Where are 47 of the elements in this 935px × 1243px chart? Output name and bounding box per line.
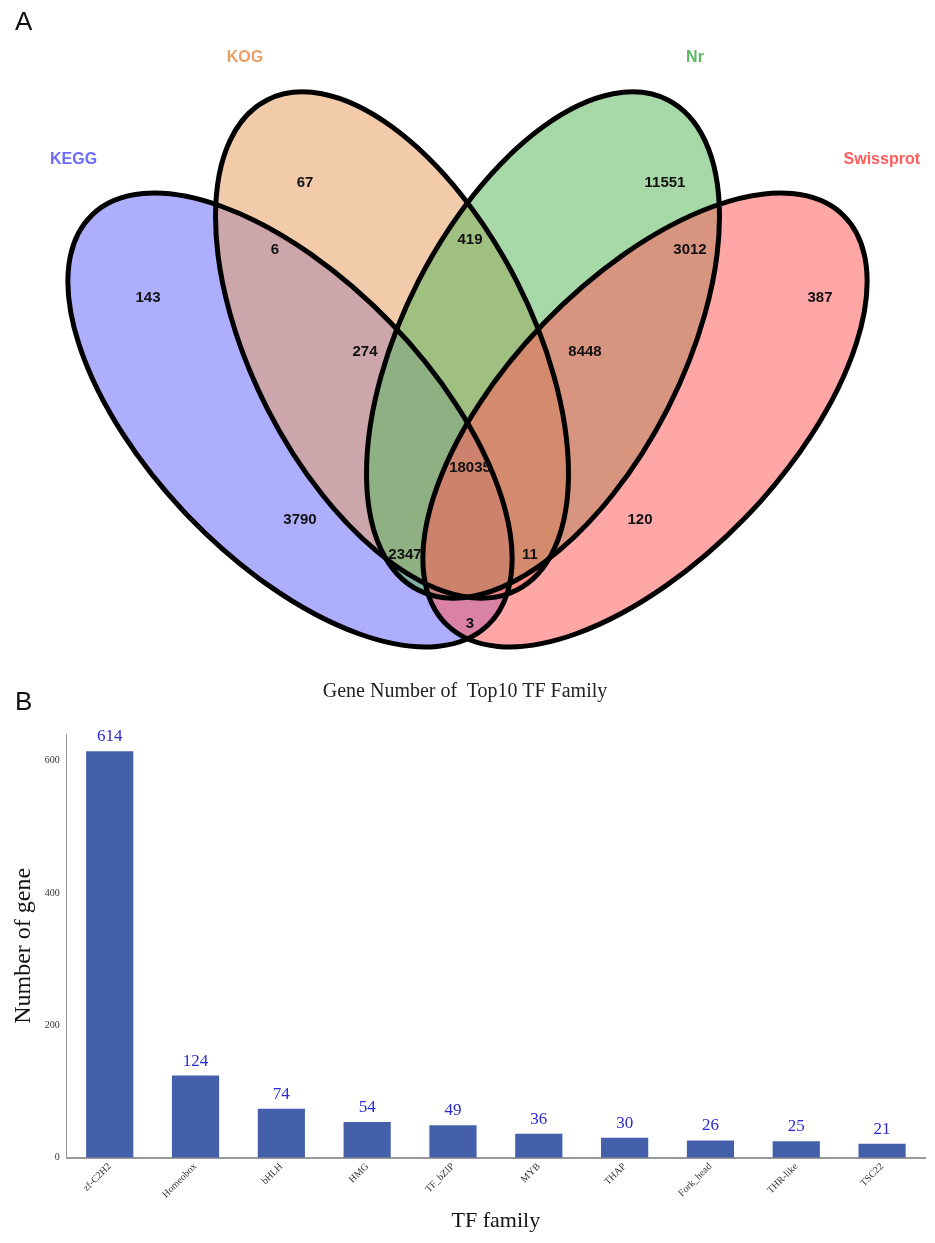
legend-label: KOG	[226, 48, 264, 66]
text: 274	[352, 342, 379, 360]
bar	[171, 1075, 220, 1158]
y-tick-label: 600	[44, 754, 60, 766]
text: 3012	[673, 240, 707, 258]
bar	[429, 1125, 477, 1158]
y-tick-label: 0	[54, 1151, 60, 1163]
bar	[772, 1141, 820, 1158]
text: B	[15, 686, 33, 717]
data-label: 614	[96, 726, 123, 746]
bar	[257, 1108, 305, 1158]
bar	[601, 1137, 649, 1158]
text: 2347	[388, 545, 422, 563]
text: 143	[135, 288, 161, 306]
y-tick-label: 400	[44, 886, 60, 898]
y-axis-title: Number of gene	[8, 867, 35, 1024]
data-label: 25	[787, 1116, 805, 1136]
data-label: 26	[701, 1115, 719, 1135]
chart-title: Gene Number of Top10 TF Family	[322, 679, 608, 703]
text: 419	[457, 230, 483, 248]
legend-label: Swissprot	[843, 150, 921, 168]
text: 67	[296, 173, 314, 191]
text: 11	[522, 545, 538, 563]
text: 11551	[644, 173, 686, 191]
data-label: 74	[272, 1083, 291, 1103]
text: 8448	[568, 342, 602, 360]
bar	[343, 1121, 391, 1158]
bar	[515, 1133, 563, 1158]
data-label: 124	[182, 1050, 209, 1070]
data-label: 54	[358, 1096, 377, 1116]
data-label: 49	[444, 1100, 462, 1120]
y-tick-label: 200	[44, 1018, 60, 1030]
data-label: 21	[873, 1118, 891, 1138]
x-axis-title: TF family	[451, 1206, 541, 1232]
bar	[86, 751, 134, 1158]
data-label: 30	[616, 1112, 634, 1132]
bar	[858, 1143, 906, 1158]
text: 3790	[283, 510, 317, 528]
text: 6	[270, 240, 280, 258]
legend-label: KEGG	[50, 150, 98, 168]
data-label: 36	[530, 1108, 548, 1128]
text: 3	[465, 614, 475, 632]
text: A	[15, 6, 33, 37]
text: 387	[807, 288, 833, 306]
text: 120	[627, 510, 653, 528]
bar	[686, 1140, 735, 1158]
legend-label: Nr	[686, 48, 704, 66]
